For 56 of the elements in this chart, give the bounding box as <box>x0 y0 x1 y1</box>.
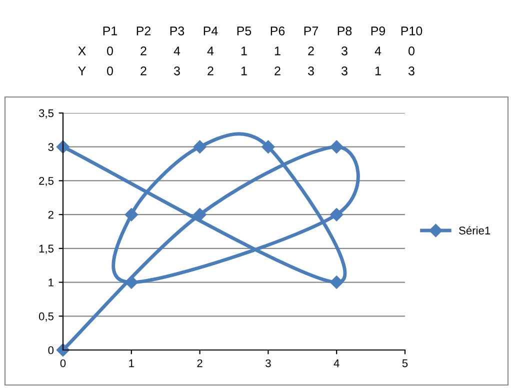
point <box>262 140 275 154</box>
text: P4 <box>204 26 218 36</box>
text: P6 <box>270 26 285 36</box>
text: 0 <box>107 66 113 76</box>
point <box>193 140 206 154</box>
text: X <box>78 46 86 56</box>
text: 3 <box>174 66 180 76</box>
text: P8 <box>338 26 352 36</box>
y-tick-label: 1 <box>48 278 54 286</box>
y-tick-label: 0 <box>48 346 54 354</box>
text: 2 <box>140 46 146 56</box>
text: 1 <box>241 46 247 56</box>
point <box>124 208 138 222</box>
y-tick-label: 2,5 <box>39 176 54 186</box>
legend-label: Série1 <box>459 226 490 234</box>
text: 2 <box>208 66 214 76</box>
point <box>330 208 344 222</box>
x-tick-label: 5 <box>402 359 408 368</box>
text: 1 <box>274 46 280 56</box>
text: 3 <box>342 66 348 76</box>
x-tick-label: 4 <box>334 359 340 368</box>
point <box>193 208 206 222</box>
text: 4 <box>207 46 214 56</box>
y-tick-label: 3 <box>48 143 54 151</box>
text: 3 <box>308 66 314 76</box>
text: P9 <box>371 26 386 36</box>
text: 2 <box>274 66 280 76</box>
y-tick-label: 3,5 <box>38 109 54 118</box>
y-tick-label: 0,5 <box>38 312 54 322</box>
text: 4 <box>174 46 180 56</box>
text: 3 <box>408 66 414 76</box>
text: P1 <box>103 26 118 36</box>
text: 4 <box>374 46 382 56</box>
text: P7 <box>304 26 318 36</box>
text: Y <box>78 66 86 76</box>
text: P10 <box>401 26 422 36</box>
text: P5 <box>237 26 252 36</box>
point <box>330 276 344 289</box>
text: 1 <box>241 66 247 76</box>
text: P3 <box>170 26 184 36</box>
point <box>330 140 344 154</box>
y-tick-label: 1,5 <box>39 244 54 254</box>
text: 3 <box>342 46 348 56</box>
x-tick-label: 1 <box>129 359 134 368</box>
point <box>56 140 70 154</box>
text: P2 <box>136 26 151 36</box>
point <box>124 276 138 289</box>
y-tick-label: 2 <box>48 210 54 219</box>
text: 0 <box>408 46 414 56</box>
text: 2 <box>140 66 146 76</box>
x-tick-label: 3 <box>266 359 271 368</box>
text: 2 <box>308 46 314 56</box>
text: 0 <box>107 46 113 56</box>
x-tick-label: 0 <box>60 359 66 368</box>
text: 1 <box>375 66 381 76</box>
x-tick-label: 2 <box>197 359 202 368</box>
